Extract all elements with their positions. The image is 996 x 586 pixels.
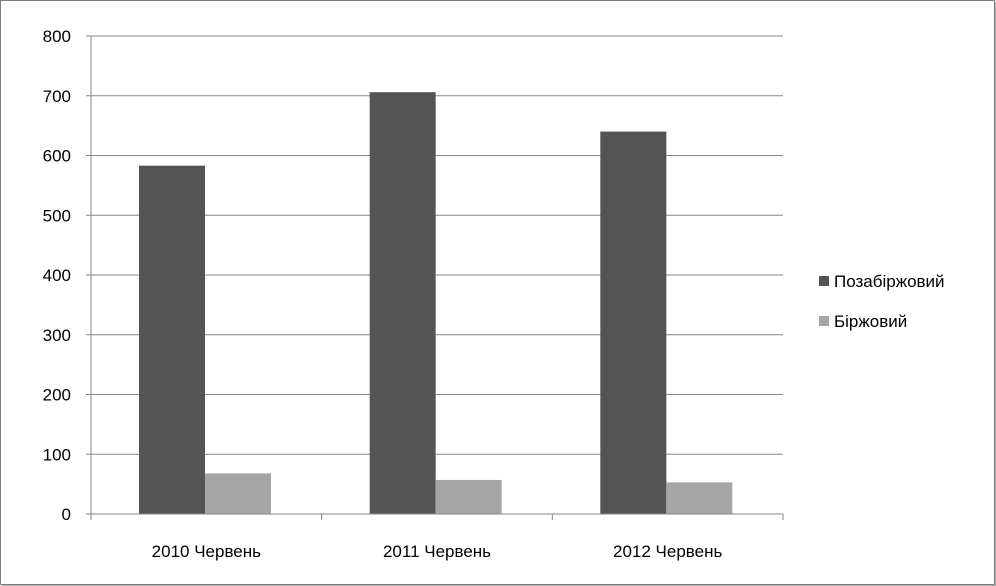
y-tick-labels: 0 100 200 300 400 500 600 700 800 xyxy=(43,27,71,524)
x-tick-label: 2012 Червень xyxy=(613,542,722,561)
y-tick-label: 400 xyxy=(43,266,71,285)
y-tick-label: 0 xyxy=(62,505,71,524)
legend: Позабіржовий Біржовий xyxy=(819,272,945,331)
x-tick-label: 2010 Червень xyxy=(152,542,261,561)
y-tick-label: 600 xyxy=(43,147,71,166)
y-tick-label: 800 xyxy=(43,27,71,46)
y-tick-label: 500 xyxy=(43,206,71,225)
legend-label: Біржовий xyxy=(834,312,907,331)
bar-series-2 xyxy=(666,482,733,514)
x-tick-label: 2011 Червень xyxy=(383,542,491,561)
bar-series-2 xyxy=(205,473,271,514)
y-tick-label: 200 xyxy=(43,386,71,405)
y-tick-label: 100 xyxy=(43,445,71,464)
bar-series-1 xyxy=(369,92,436,514)
axes xyxy=(86,35,784,520)
x-tick-labels: 2010 Червень 2011 Червень 2012 Червень xyxy=(152,542,723,561)
gridlines xyxy=(91,35,783,455)
y-tick-label: 700 xyxy=(43,87,71,106)
bars xyxy=(139,92,733,514)
y-tick-label: 300 xyxy=(43,326,71,345)
bar-series-1 xyxy=(139,165,205,514)
bar-series-2 xyxy=(435,479,502,514)
legend-label: Позабіржовий xyxy=(834,272,945,291)
legend-swatch xyxy=(819,316,829,326)
bar-series-1 xyxy=(600,131,667,514)
legend-swatch xyxy=(819,276,829,286)
